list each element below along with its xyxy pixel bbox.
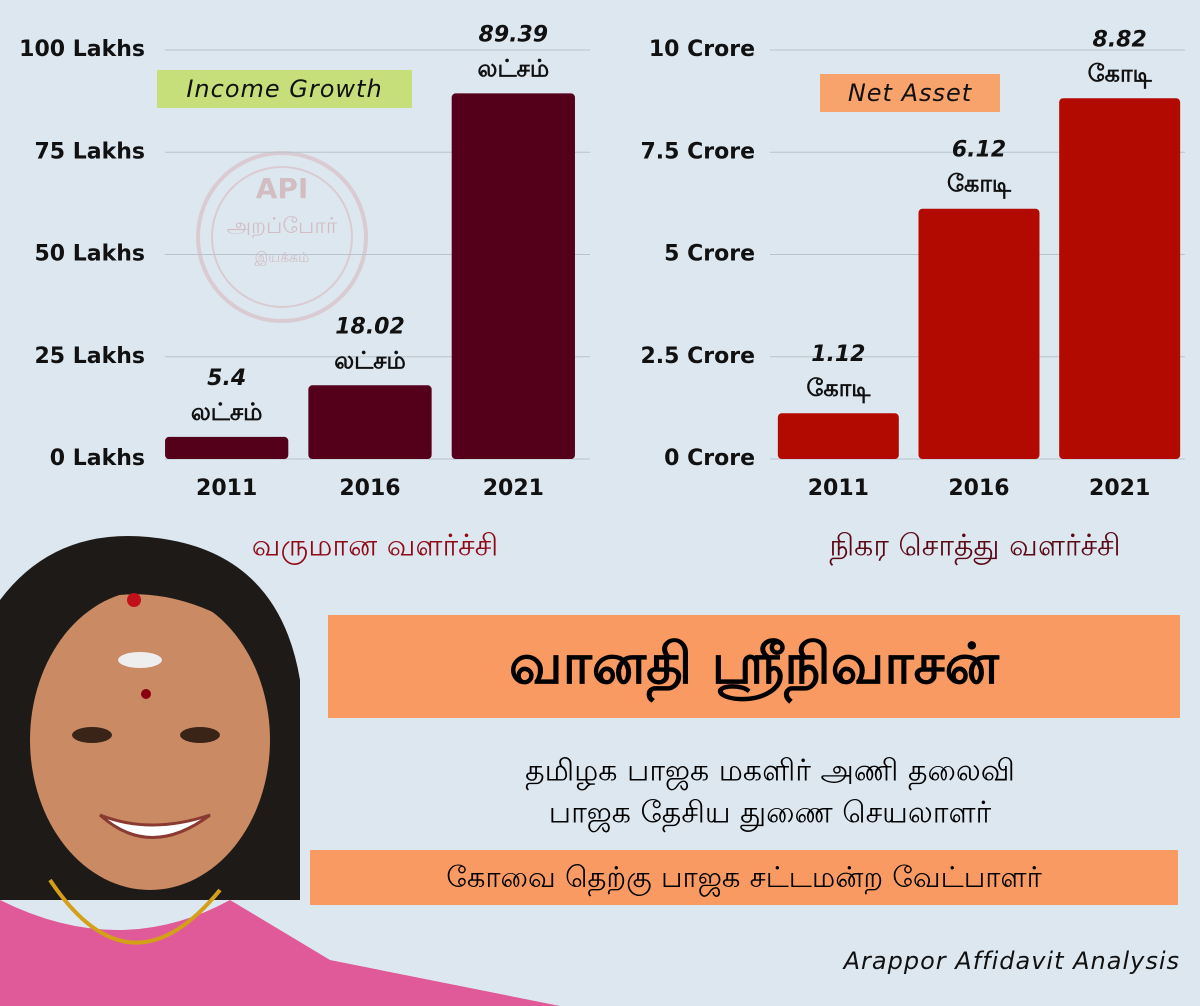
value-label: 8.82 <box>1093 27 1147 52</box>
y-tick-label: 5 Crore <box>664 242 755 267</box>
y-tick-label: 0 Lakhs <box>50 446 145 471</box>
y-tick-label: 7.5 Crore <box>640 139 755 164</box>
legend-tag: Income Growth <box>186 75 382 103</box>
x-tick-label: 2016 <box>948 476 1009 501</box>
candidacy-box <box>310 850 1178 905</box>
bar <box>165 436 289 459</box>
face <box>30 590 270 890</box>
chart-caption: நிகர சொத்து வளர்ச்சி <box>829 529 1120 566</box>
watermark-text: அறப்போர் <box>227 214 338 239</box>
legend-tag-box <box>820 74 1000 112</box>
bar <box>918 208 1040 459</box>
chart-caption: வருமான வளர்ச்சி <box>252 529 499 565</box>
y-tick-label: 75 Lakhs <box>34 139 145 164</box>
smile <box>98 813 211 839</box>
eye <box>72 727 112 743</box>
role-line: தமிழக பாஜக மகளிர் அணி தலைவி <box>525 754 1015 791</box>
hair-front <box>40 585 260 640</box>
value-unit: லட்சம் <box>478 54 550 82</box>
x-tick-label: 2021 <box>1089 476 1150 501</box>
value-label: 1.12 <box>811 342 865 367</box>
value-unit: லட்சம் <box>191 398 263 426</box>
sindoor <box>127 593 141 607</box>
y-tick-label: 10 Crore <box>649 37 755 62</box>
legend-tag: Net Asset <box>848 79 973 107</box>
person-name: வானதி ஸ்ரீநிவாசன் <box>509 632 1000 704</box>
necklace <box>48 878 222 945</box>
watermark-text: இயக்கம் <box>255 250 310 266</box>
tilak <box>118 652 162 668</box>
source-note: Arappor Affidavit Analysis <box>842 947 1180 975</box>
bar <box>777 413 899 459</box>
x-tick-label: 2021 <box>483 476 544 501</box>
x-tick-label: 2016 <box>339 476 400 501</box>
watermark-ring <box>196 151 368 323</box>
saree <box>0 900 560 1006</box>
value-unit: கோடி <box>806 374 871 404</box>
value-unit: கோடி <box>1088 59 1153 89</box>
bindi <box>141 689 151 699</box>
eye <box>180 727 220 743</box>
value-unit: கோடி <box>947 170 1012 200</box>
x-tick-label: 2011 <box>808 476 869 501</box>
y-tick-label: 50 Lakhs <box>34 242 145 267</box>
value-label: 89.39 <box>479 22 549 47</box>
legend-tag-box <box>157 70 412 108</box>
value-label: 6.12 <box>952 138 1006 163</box>
y-tick-label: 0 Crore <box>664 446 755 471</box>
watermark-text: API <box>256 172 309 205</box>
candidacy: கோவை தெற்கு பாஜக சட்டமன்ற வேட்பாளர் <box>446 860 1042 897</box>
value-label: 18.02 <box>335 314 405 339</box>
y-tick-label: 100 Lakhs <box>19 37 145 62</box>
name-box <box>328 615 1180 718</box>
watermark-ring <box>211 166 353 308</box>
y-tick-label: 2.5 Crore <box>640 344 755 369</box>
value-unit: லட்சம் <box>334 346 406 374</box>
value-label: 5.4 <box>207 366 246 391</box>
bar <box>451 93 575 459</box>
bar <box>1059 98 1181 460</box>
portrait <box>0 536 560 1006</box>
x-tick-label: 2011 <box>196 476 257 501</box>
role-line: பாஜக தேசிய துணை செயலாளர் <box>549 796 992 833</box>
bar <box>308 385 432 459</box>
y-tick-label: 25 Lakhs <box>34 344 145 369</box>
